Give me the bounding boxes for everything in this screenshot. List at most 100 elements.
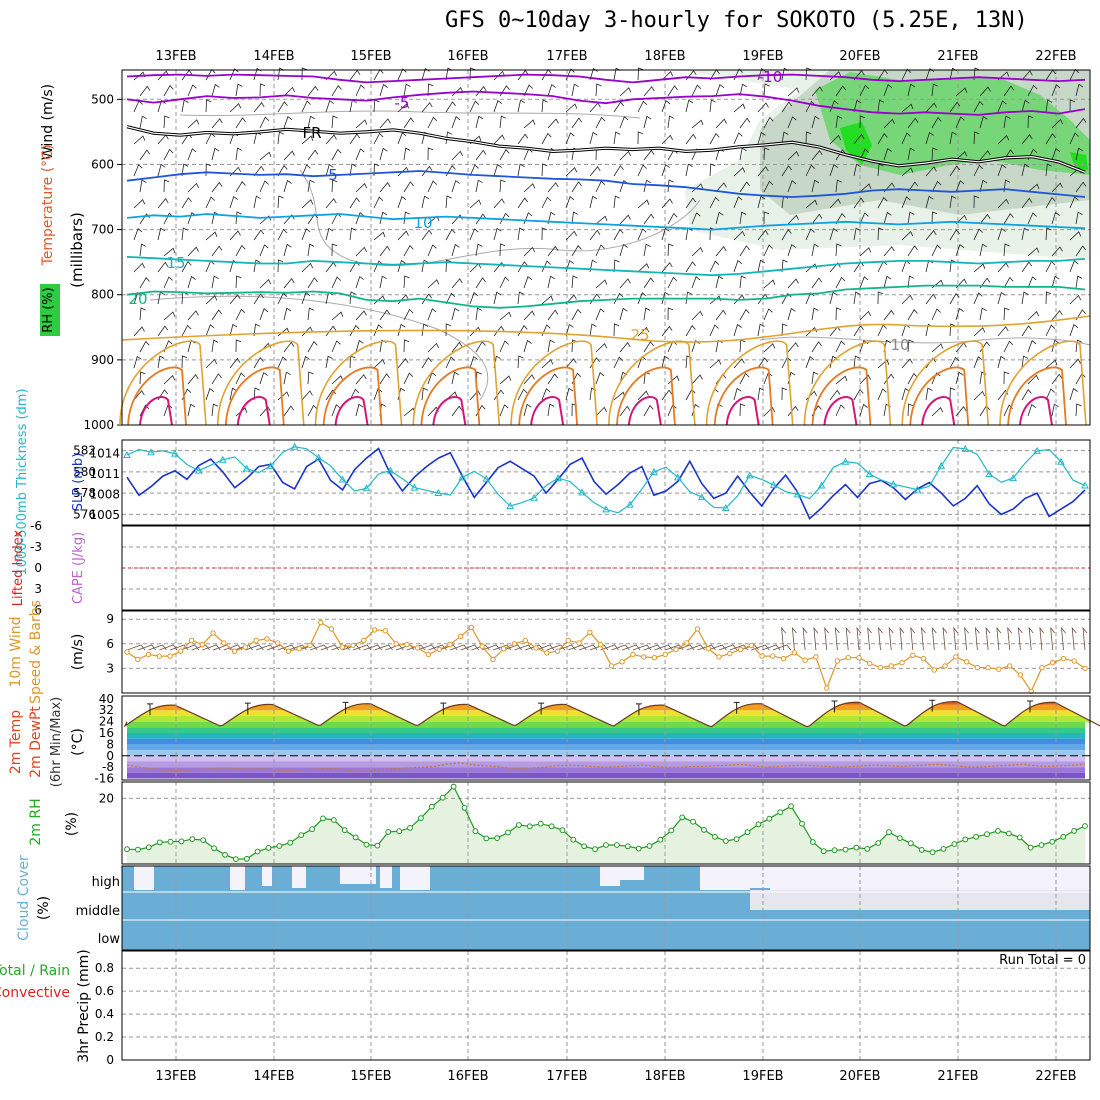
- wind-barb: [157, 163, 166, 177]
- wind-barb: [829, 291, 838, 305]
- wind-speed-point: [641, 654, 647, 660]
- wind-barb: [139, 371, 146, 385]
- temp-contour-25-envelope: [121, 315, 1091, 343]
- wind-barb: [253, 323, 261, 337]
- wind-speed-point: [1017, 672, 1024, 678]
- wind-barb: [949, 195, 957, 209]
- wind-barb: [733, 196, 743, 209]
- wind-barb: [283, 278, 295, 289]
- temp-band-5: [125, 744, 1090, 751]
- surface-wind-barb: [202, 644, 221, 651]
- wind-barb: [667, 276, 678, 289]
- wind-barb: [1051, 373, 1063, 385]
- lifted-index-tick-4: 6: [34, 603, 42, 617]
- rh2m-point: [1082, 823, 1088, 829]
- slp-marker: [123, 450, 131, 458]
- wind-barb: [307, 371, 314, 385]
- temp-contour-25-lobe: [216, 340, 305, 426]
- wind-barb: [787, 180, 797, 193]
- surface-wind-barb: [342, 644, 361, 651]
- wind-speed-point: [985, 664, 991, 671]
- wind-barb: [739, 181, 751, 193]
- wind-barb: [211, 309, 223, 321]
- temp-tick-4: 16: [99, 726, 114, 740]
- wind-barb: [157, 291, 165, 305]
- precip-tick-3: 0.6: [95, 984, 114, 998]
- temp-tick-2: 0: [106, 749, 114, 763]
- wind-barb: [355, 246, 367, 257]
- wind-barb: [205, 260, 215, 273]
- wind-barb: [229, 387, 238, 401]
- surface-wind-barb: [772, 644, 792, 651]
- wind-barb: [931, 180, 942, 193]
- wind-barb: [781, 259, 788, 273]
- rh2m-point: [777, 809, 784, 816]
- wind-barb: [955, 151, 968, 161]
- cape-ylabel: CAPE (J/kg): [71, 532, 86, 604]
- wind-speed-point: [673, 646, 679, 653]
- wind-barb: [1051, 339, 1060, 353]
- rh2m-point: [940, 846, 947, 852]
- wind-barb: [883, 275, 892, 289]
- wind-barb: [853, 325, 864, 337]
- slp-marker: [218, 455, 227, 463]
- wind-barb: [661, 325, 673, 337]
- wind-barb: [715, 275, 724, 289]
- wind-barb: [229, 230, 241, 241]
- wind-barb: [469, 263, 482, 273]
- temp-curve: [123, 701, 1100, 728]
- wind-barb: [1069, 231, 1082, 241]
- wind-barb: [589, 259, 597, 273]
- wind-barb: [205, 388, 215, 401]
- wind-barb: [1027, 247, 1040, 257]
- wind-speed-point: [996, 666, 1002, 672]
- slp-marker: [1009, 474, 1017, 482]
- wind-barb: [517, 291, 524, 305]
- cloud-gap: [960, 866, 1020, 886]
- wind-barb: [1075, 275, 1083, 289]
- wind-barb: [997, 71, 1010, 81]
- surface-wind-barb: [718, 644, 738, 651]
- wind-barb: [517, 133, 529, 145]
- wind-speed-point: [716, 654, 722, 660]
- wind-barb: [475, 115, 484, 129]
- wind-barb: [781, 387, 788, 401]
- wind-barb: [925, 68, 935, 81]
- wind-barb: [139, 243, 147, 257]
- wind-barb: [523, 246, 536, 257]
- wind-barb: [307, 179, 315, 193]
- slp-tick-3: 1014: [89, 447, 120, 461]
- wind-barb: [421, 165, 433, 177]
- wind-barb: [619, 342, 631, 353]
- surface-wind-barb: [974, 626, 980, 651]
- slp-marker: [793, 490, 802, 498]
- wind-speed-point: [318, 619, 324, 626]
- wind-speed-point: [727, 650, 733, 657]
- wind-barb: [763, 406, 776, 417]
- wind-barb: [469, 67, 476, 81]
- wind-barb: [133, 326, 145, 337]
- wind-barb: [1051, 148, 1061, 161]
- upper-ylabel-wind: Wind (m/s): [40, 84, 56, 160]
- wind-barb: [427, 308, 437, 321]
- wind-barb: [163, 247, 176, 257]
- wind-barb: [691, 374, 703, 385]
- wind-barb: [757, 195, 766, 209]
- temp-band-10: [125, 715, 1090, 722]
- wind-barb: [205, 358, 218, 369]
- wind-speed-point: [479, 643, 485, 649]
- temp-band-0: [125, 772, 1090, 779]
- surface-wind-barb: [417, 644, 436, 651]
- wind-barb: [517, 261, 528, 273]
- rh2m-point: [439, 794, 446, 801]
- rh2m-point: [243, 855, 250, 862]
- wind-barb: [517, 197, 529, 209]
- wind-barb: [637, 292, 647, 305]
- wind-barb: [331, 148, 342, 161]
- wind-speed-point: [156, 653, 163, 659]
- wind-barb: [499, 115, 506, 129]
- wind-barb: [283, 341, 295, 353]
- wind-barb: [757, 166, 769, 177]
- wind-barb: [547, 211, 556, 225]
- wind-barb: [949, 131, 957, 145]
